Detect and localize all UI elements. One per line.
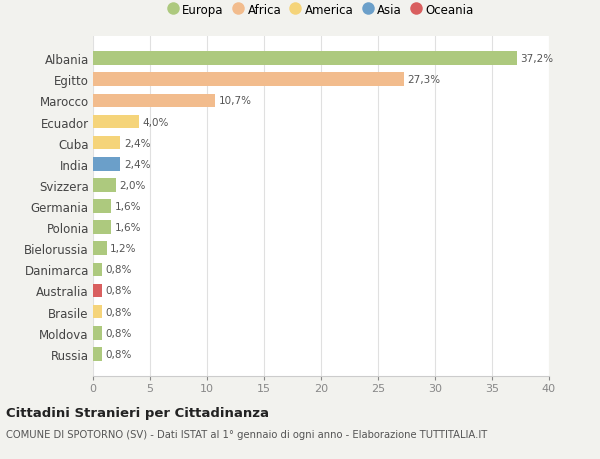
Text: 27,3%: 27,3%: [407, 75, 441, 85]
Text: 0,8%: 0,8%: [106, 349, 132, 359]
Text: 0,8%: 0,8%: [106, 286, 132, 296]
Text: 4,0%: 4,0%: [142, 117, 169, 127]
Text: 0,8%: 0,8%: [106, 265, 132, 275]
Text: 1,2%: 1,2%: [110, 244, 137, 254]
Text: COMUNE DI SPOTORNO (SV) - Dati ISTAT al 1° gennaio di ogni anno - Elaborazione T: COMUNE DI SPOTORNO (SV) - Dati ISTAT al …: [6, 429, 487, 439]
Bar: [93, 157, 121, 171]
Bar: [93, 136, 121, 150]
Bar: [93, 73, 404, 87]
Bar: [93, 347, 102, 361]
Text: Cittadini Stranieri per Cittadinanza: Cittadini Stranieri per Cittadinanza: [6, 406, 269, 419]
Text: 1,6%: 1,6%: [115, 223, 141, 233]
Text: 2,4%: 2,4%: [124, 138, 150, 148]
Text: 2,4%: 2,4%: [124, 159, 150, 169]
Bar: [93, 115, 139, 129]
Bar: [93, 305, 102, 319]
Bar: [93, 221, 111, 235]
Bar: [93, 284, 102, 298]
Text: 10,7%: 10,7%: [218, 96, 251, 106]
Bar: [93, 242, 107, 256]
Bar: [93, 263, 102, 277]
Text: 0,8%: 0,8%: [106, 307, 132, 317]
Legend: Europa, Africa, America, Asia, Oceania: Europa, Africa, America, Asia, Oceania: [168, 4, 474, 17]
Bar: [93, 326, 102, 340]
Text: 2,0%: 2,0%: [119, 180, 146, 190]
Text: 0,8%: 0,8%: [106, 328, 132, 338]
Bar: [93, 52, 517, 66]
Bar: [93, 200, 111, 213]
Bar: [93, 179, 116, 192]
Text: 1,6%: 1,6%: [115, 202, 141, 212]
Bar: [93, 94, 215, 108]
Text: 37,2%: 37,2%: [521, 54, 554, 64]
